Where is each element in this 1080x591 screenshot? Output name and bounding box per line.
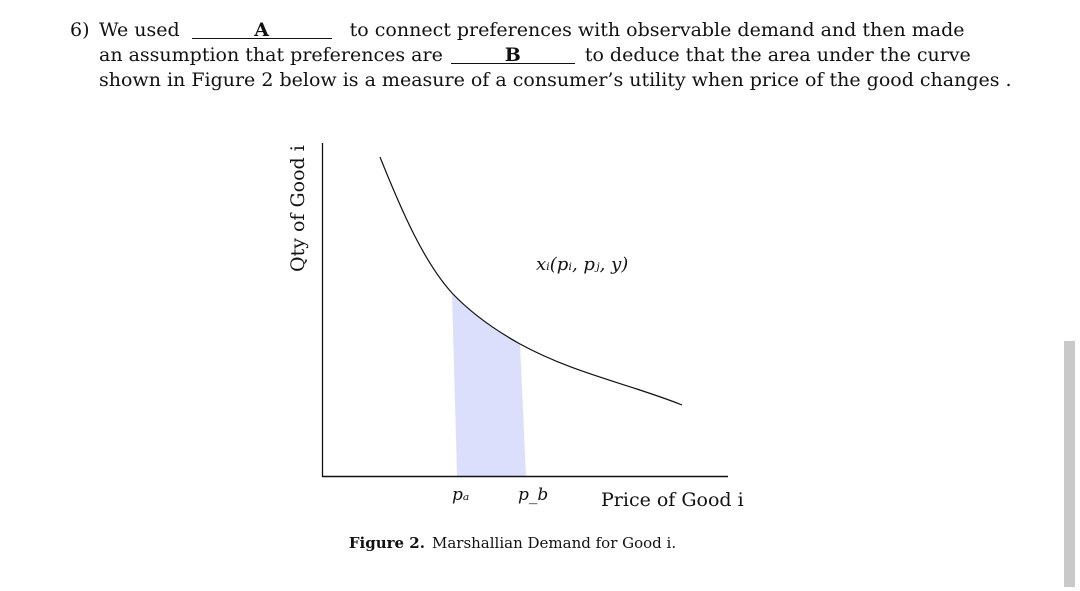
line2-after-text: to deduce that the area under the curve — [584, 44, 971, 66]
tick-label-pb: p_b — [518, 485, 548, 505]
blank-b-letter: B — [504, 44, 521, 66]
blank-a-letter: A — [254, 19, 270, 41]
line1-before-text: We used — [99, 19, 180, 41]
scrollbar-thumb[interactable] — [1064, 341, 1075, 587]
line2-before-text: an assumption that preferences are — [99, 44, 443, 66]
figure-caption: Figure 2. Marshallian Demand for Good i. — [0, 532, 1025, 554]
blank-a: A — [191, 18, 332, 42]
x-axis-label: Price of Good i — [601, 489, 744, 511]
question-line-3: shown in Figure 2 below is a measure of … — [99, 69, 1012, 91]
question-number: 6) — [70, 19, 90, 41]
line1-after-text: to connect preferences with observable d… — [349, 19, 965, 41]
caption-label: Figure 2. — [348, 534, 425, 552]
y-axis-label: Qty of Good i — [287, 145, 309, 272]
curve-label: xᵢ(pᵢ, pⱼ, y) — [536, 254, 628, 275]
consumer-surplus-shading — [452, 293, 526, 476]
caption-text: Marshallian Demand for Good i. — [431, 534, 677, 552]
blank-b: B — [450, 43, 575, 67]
tick-label-pa: pₐ — [452, 485, 469, 505]
demand-curve — [379, 156, 683, 406]
